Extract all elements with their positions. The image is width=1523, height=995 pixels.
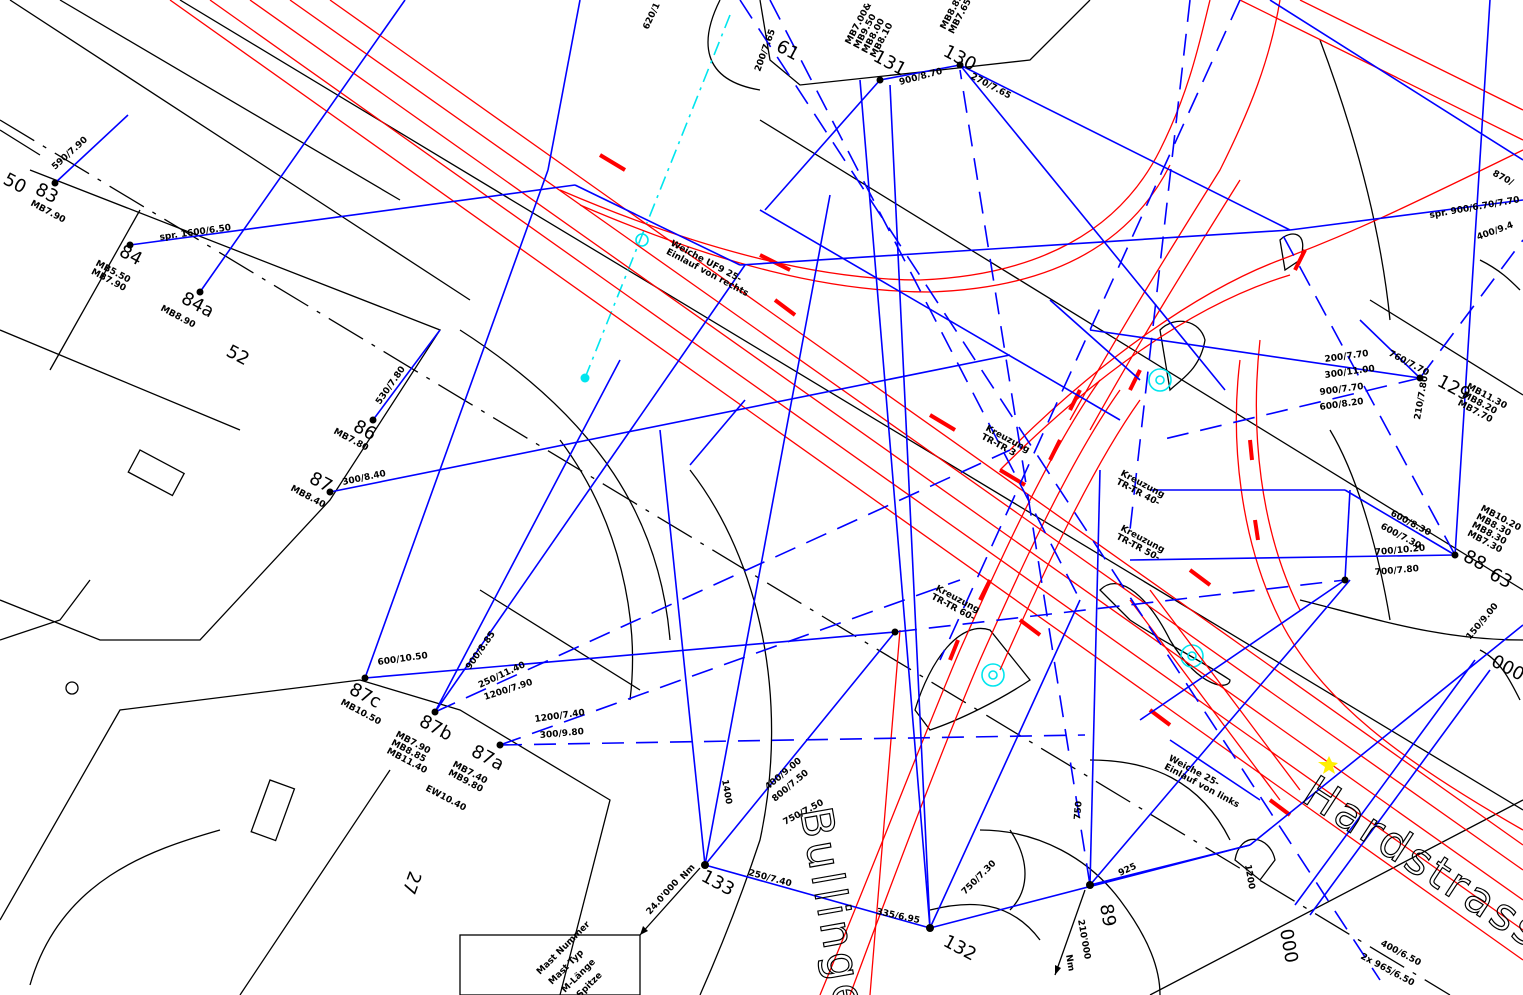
- span-label-34: 1400: [719, 779, 733, 805]
- crossing-label-3: KreuzungTR-TR 50-: [1114, 524, 1166, 564]
- span-label-19: 620/1: [642, 1, 663, 31]
- point-label-133: 133: [698, 866, 738, 901]
- span-label-6: 900/8.85: [464, 630, 498, 672]
- span-label-40: 750: [1073, 801, 1085, 821]
- point-label-63: 63: [1486, 564, 1516, 593]
- street-name-bullinger: Bullinger: [789, 803, 879, 995]
- existing-pole-marker-1: [635, 233, 649, 247]
- span-label-25: 600/8.20: [1319, 397, 1364, 413]
- height-label-ew: EW10.40: [424, 784, 468, 814]
- span-label-10: 300/9.80: [539, 727, 584, 741]
- arrow-line-1: [639, 867, 701, 936]
- yellow-marker-icon: [1318, 756, 1338, 774]
- catenary-lines: [169, 0, 1523, 995]
- existing-pole-marker-4: [1148, 368, 1172, 392]
- arrow-label-3: Nm: [1063, 954, 1076, 972]
- point-label-132: 132: [940, 931, 980, 966]
- existing-pole-marker-2: [981, 663, 1005, 687]
- span-label-24: 900/7.70: [1319, 382, 1364, 398]
- span-label-15: 335/6.95: [875, 907, 920, 926]
- point-label-50: 50: [0, 169, 30, 198]
- street-name-hardstrasse: Hardstrass: [1294, 766, 1523, 959]
- span-label-9: 1200/7.40: [534, 708, 585, 725]
- crossing-annotations: KreuzungTR-TR 3 KreuzungTR-TR 40- Kreuzu…: [664, 239, 1241, 810]
- span-label-3: 530/7.80: [374, 365, 408, 407]
- existing-pole-point: [580, 373, 590, 383]
- span-label-27: spr. 900/6.70/7.70: [1429, 195, 1521, 221]
- mast-title-block: Mast Nummer Mast Typ M-Länge Spitze: [535, 919, 604, 995]
- span-label-2: spr. 1600/6.50: [159, 223, 232, 243]
- arrow-head-1-icon: [640, 926, 648, 935]
- point-numbers: 50 83 84 84a 52 86 87 87c 87b 87a 27 61 …: [0, 36, 1523, 966]
- span-label-14: 250/7.40: [747, 868, 792, 889]
- crossing-label-2: KreuzungTR-TR 40-: [1114, 469, 1166, 509]
- arrow-label-4: 210'000: [1075, 919, 1092, 960]
- height-labels: MB7.90 MB5.50MB7.90 MB8.90 MB7.80 MB8.40…: [29, 0, 1523, 814]
- span-label-5: 600/10.50: [377, 651, 428, 668]
- crossing-label-4: KreuzungTR-TR 60-: [929, 584, 981, 624]
- span-label-28: 400/9.4: [1476, 220, 1515, 242]
- arrow-label-1: 24.0'000: [645, 878, 682, 917]
- crossing-label-1: KreuzungTR-TR 3: [979, 424, 1031, 464]
- switch-label-1: Weiche UF9 25-Einlauf von rechts: [664, 239, 754, 299]
- span-label-22: 200/7.70: [1324, 349, 1369, 365]
- span-label-21: 270/7.65: [969, 72, 1013, 102]
- point-label-27: 27: [397, 868, 425, 897]
- point-label-000-right: 000: [1488, 651, 1523, 686]
- arrow-head-2-icon: [1055, 965, 1061, 975]
- height-label-130: MB8.85MB7.65: [939, 0, 974, 36]
- span-label-32: 700/7.80: [1374, 564, 1419, 578]
- point-label-61: 61: [773, 36, 803, 65]
- span-wires: [54, 0, 1523, 981]
- span-label-38: 1200: [1242, 864, 1256, 890]
- span-label-39: 210/7.80: [1413, 375, 1431, 420]
- span-label-23: 300/11.00: [1324, 364, 1375, 381]
- arrow-label-2: Nm: [679, 863, 698, 882]
- arrow-line-2: [1054, 889, 1086, 976]
- existing-elements: [580, 14, 1204, 687]
- point-label-000-bottom: 000: [1275, 927, 1302, 964]
- span-label-16: 750/7.30: [960, 859, 998, 897]
- point-label-87b: 87b: [416, 711, 456, 746]
- point-label-89: 89: [1095, 902, 1120, 928]
- pole-points: [51, 61, 1459, 932]
- point-label-52: 52: [223, 341, 253, 370]
- span-label-31: 700/10.20: [1374, 544, 1425, 558]
- span-label-33: 150/9.00: [1465, 602, 1501, 642]
- point-label-88: 88: [1460, 546, 1490, 575]
- span-labels: 590/7.90 spr. 1600/6.50 530/7.80 300/8.4…: [50, 1, 1520, 988]
- span-label-37: 870/: [1491, 169, 1516, 189]
